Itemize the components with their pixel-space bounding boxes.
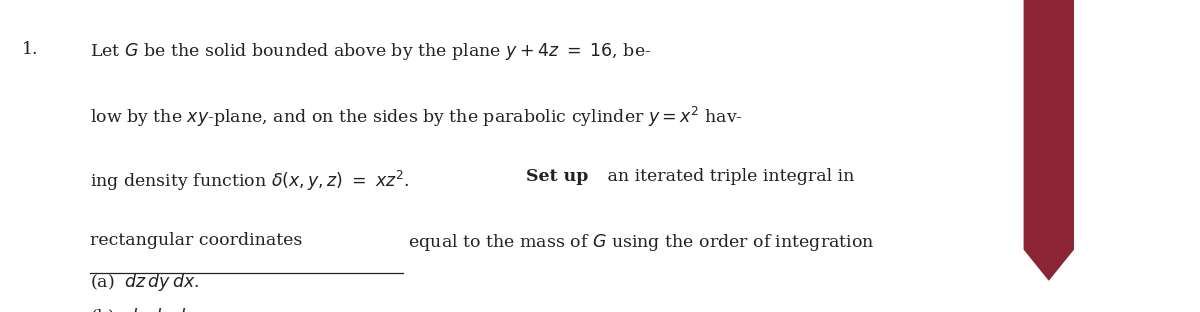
- Text: 1.: 1.: [22, 41, 38, 57]
- Text: equal to the mass of $G$ using the order of integration: equal to the mass of $G$ using the order…: [403, 232, 875, 253]
- Text: (a)  $dz\, dy\, dx$.: (a) $dz\, dy\, dx$.: [90, 271, 199, 294]
- Polygon shape: [1024, 0, 1074, 281]
- Text: rectangular coordinates: rectangular coordinates: [90, 232, 302, 249]
- Text: Set up: Set up: [526, 168, 588, 185]
- Text: Let $G$ be the solid bounded above by the plane $y + 4z\ =\ 16$, be-: Let $G$ be the solid bounded above by th…: [90, 41, 652, 61]
- Text: low by the $xy$-plane, and on the sides by the parabolic cylinder $y = x^2$ hav-: low by the $xy$-plane, and on the sides …: [90, 105, 743, 129]
- Text: (b)  $dy\, dx\, dz$.: (b) $dy\, dx\, dz$.: [90, 306, 200, 312]
- Text: an iterated triple integral in: an iterated triple integral in: [602, 168, 854, 185]
- Text: ing density function $\delta(x, y, z)\ =\ xz^2$.: ing density function $\delta(x, y, z)\ =…: [90, 168, 416, 193]
